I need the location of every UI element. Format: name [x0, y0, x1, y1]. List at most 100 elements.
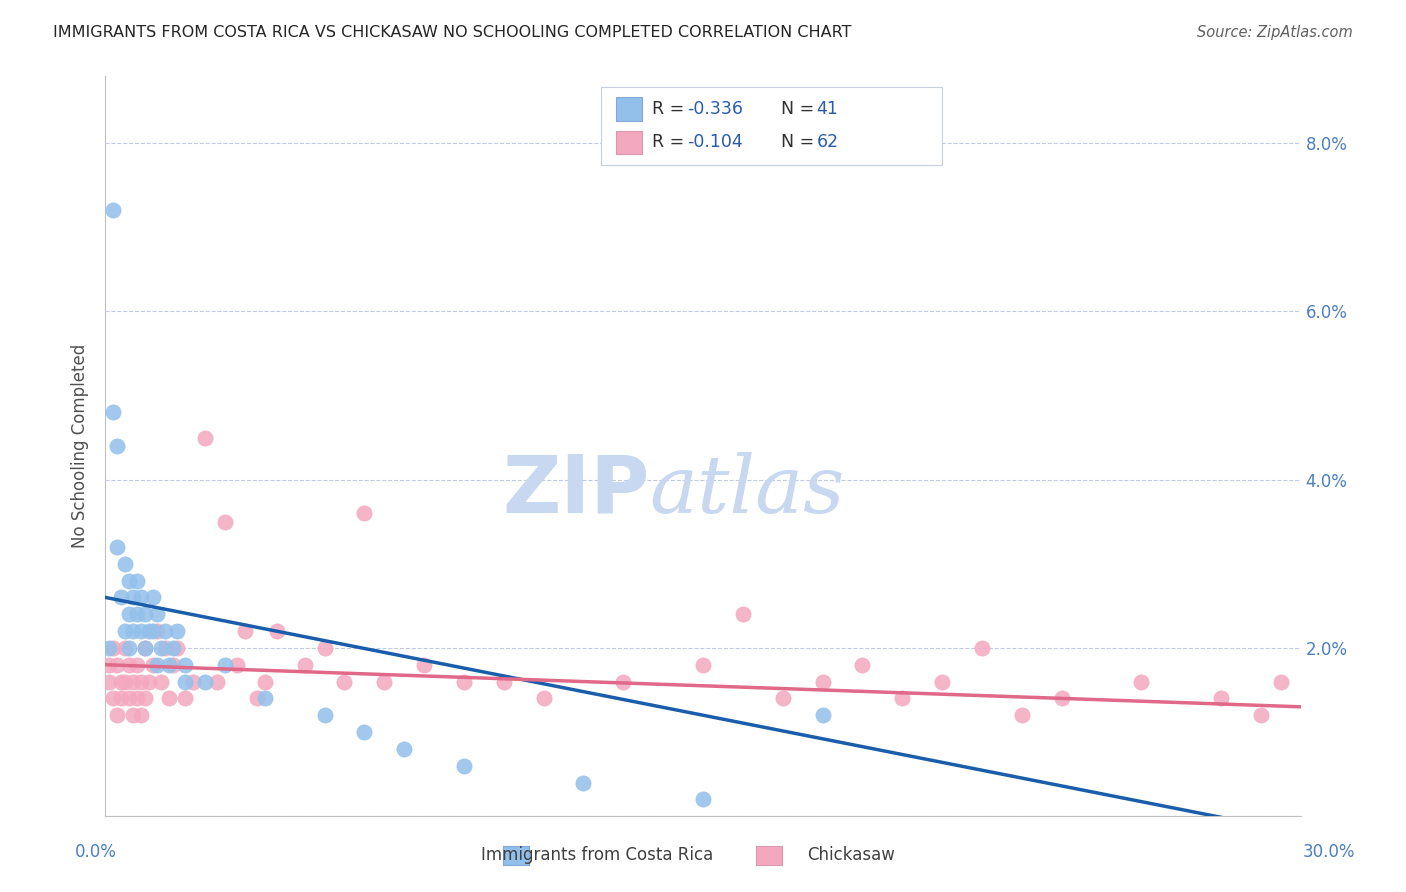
Text: Source: ZipAtlas.com: Source: ZipAtlas.com [1197, 25, 1353, 40]
Point [314, 708, 336, 723]
Point [692, 792, 714, 806]
Point [294, 657, 316, 672]
Text: 0.0%: 0.0% [75, 843, 117, 861]
Point [453, 758, 475, 772]
Point [533, 691, 555, 706]
Point [811, 674, 834, 689]
Point [129, 674, 153, 689]
Point [127, 691, 149, 706]
Point [353, 506, 375, 520]
Text: N =: N = [780, 100, 820, 118]
Point [110, 591, 132, 605]
Point [162, 640, 184, 655]
Point [453, 674, 475, 689]
Point [1209, 691, 1232, 706]
Point [107, 439, 129, 453]
Point [146, 624, 169, 639]
Point [413, 657, 436, 672]
Point [134, 640, 156, 655]
Point [118, 574, 141, 588]
FancyBboxPatch shape [616, 130, 643, 154]
Point [157, 657, 180, 672]
Text: Immigrants from Costa Rica: Immigrants from Costa Rica [481, 847, 714, 864]
Point [134, 691, 156, 706]
Point [153, 640, 177, 655]
Text: IMMIGRANTS FROM COSTA RICA VS CHICKASAW NO SCHOOLING COMPLETED CORRELATION CHART: IMMIGRANTS FROM COSTA RICA VS CHICKASAW … [53, 25, 852, 40]
Point [118, 657, 141, 672]
Point [110, 674, 132, 689]
Point [118, 691, 141, 706]
Point [166, 640, 188, 655]
Point [127, 574, 149, 588]
Point [970, 640, 993, 655]
Point [150, 674, 173, 689]
Point [851, 657, 873, 672]
Point [103, 203, 125, 218]
Point [107, 708, 129, 723]
Point [122, 591, 145, 605]
Point [138, 674, 160, 689]
Point [129, 708, 153, 723]
Point [1250, 708, 1272, 723]
Y-axis label: No Schooling Completed: No Schooling Completed [72, 344, 90, 548]
Point [98, 674, 121, 689]
Point [891, 691, 914, 706]
Point [246, 691, 269, 706]
Text: R =: R = [651, 100, 689, 118]
Point [114, 557, 136, 571]
Point [612, 674, 634, 689]
Point [103, 691, 125, 706]
Point [194, 431, 217, 445]
Point [692, 657, 714, 672]
Text: 41: 41 [817, 100, 838, 118]
Point [118, 640, 141, 655]
Point [146, 607, 169, 622]
Point [103, 405, 125, 419]
Point [150, 640, 173, 655]
Point [392, 742, 416, 756]
Point [162, 657, 184, 672]
Point [98, 640, 121, 655]
Point [114, 674, 136, 689]
Point [118, 607, 141, 622]
Text: -0.336: -0.336 [688, 100, 744, 118]
Point [1050, 691, 1073, 706]
Point [138, 624, 160, 639]
Point [253, 691, 276, 706]
Point [110, 691, 132, 706]
Point [114, 624, 136, 639]
Point [134, 607, 156, 622]
Point [225, 657, 249, 672]
Point [122, 624, 145, 639]
Point [142, 624, 165, 639]
Point [98, 657, 121, 672]
Point [107, 540, 129, 554]
Point [127, 657, 149, 672]
Point [233, 624, 256, 639]
Point [166, 624, 188, 639]
Point [134, 640, 156, 655]
Text: 30.0%: 30.0% [1302, 843, 1355, 861]
Text: Chickasaw: Chickasaw [807, 847, 894, 864]
Text: atlas: atlas [650, 451, 845, 529]
Point [142, 657, 165, 672]
Point [157, 691, 180, 706]
Text: ZIP: ZIP [502, 451, 650, 530]
Point [214, 657, 236, 672]
Point [107, 657, 129, 672]
FancyBboxPatch shape [602, 87, 942, 165]
Point [129, 624, 153, 639]
Point [353, 725, 375, 739]
Point [333, 674, 356, 689]
Point [114, 640, 136, 655]
Point [142, 591, 165, 605]
Point [214, 515, 236, 529]
Point [1130, 674, 1153, 689]
Point [266, 624, 288, 639]
Point [122, 674, 145, 689]
Point [122, 708, 145, 723]
Point [811, 708, 834, 723]
Point [174, 674, 197, 689]
FancyBboxPatch shape [616, 97, 643, 121]
Text: 62: 62 [817, 134, 838, 152]
